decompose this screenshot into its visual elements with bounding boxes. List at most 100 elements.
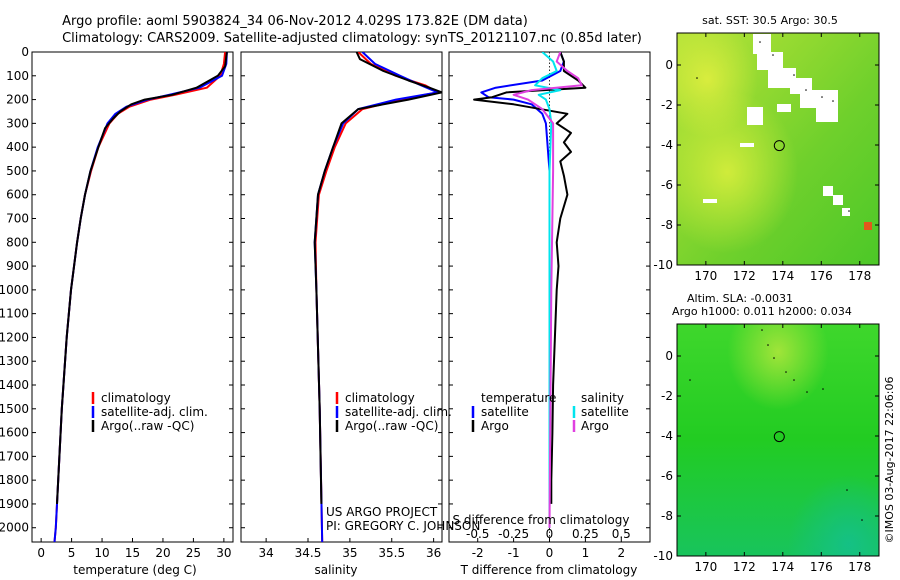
- legend-label-climatology: climatology: [101, 391, 171, 405]
- sla-lon-axis: 170 172 174 176 178: [694, 324, 871, 574]
- temperature-tick-label: 15: [125, 546, 140, 560]
- salinity-series-satellite: [313, 52, 439, 542]
- temperature-tick-label: 0: [37, 546, 45, 560]
- t-difference-axis-label: T difference from climatology: [460, 563, 638, 577]
- depth-tick-label: 1100: [0, 307, 29, 321]
- argo-float-marker: [773, 431, 785, 443]
- depth-tick-label: 1800: [0, 473, 29, 487]
- legend-label-satellite: satellite-adj. clim.: [101, 405, 208, 419]
- lat-tick-label: -2: [661, 389, 673, 403]
- lon-tick-label: 178: [848, 560, 871, 574]
- t-difference-tick-label: 0: [546, 546, 554, 560]
- s-difference-argo: [512, 52, 583, 528]
- lat-tick-label: -4: [661, 138, 673, 152]
- temperature-series-satellite: [53, 52, 228, 542]
- sla-map-title: Altim. SLA: -0.0031: [687, 292, 793, 305]
- temperature-panel: 0100200300400500600700800900100011001200…: [0, 45, 234, 577]
- salinity-tick-label: 36: [426, 546, 441, 560]
- temperature-tick-label: 10: [94, 546, 109, 560]
- sst-lon-axis: 170 172 174 176 178: [694, 33, 871, 283]
- legend-label-s-argo: Argo: [581, 419, 609, 433]
- figure-title-line1: Argo profile: aoml 5903824_34 06-Nov-201…: [62, 14, 528, 29]
- s-difference-tick-label: 0: [546, 527, 554, 541]
- depth-tick-label: 1400: [0, 378, 29, 392]
- t-difference-tick-label: 1: [582, 546, 590, 560]
- lon-tick-label: 172: [733, 269, 756, 283]
- sst-map-frame: [676, 32, 880, 266]
- salinity-axis: 34 34.5 35 35.5 36: [258, 538, 441, 560]
- difference-depth-ticks: [449, 51, 650, 529]
- depth-tick-label: 300: [6, 116, 29, 130]
- lon-tick-label: 174: [771, 560, 794, 574]
- sla-map-subtitle: Argo h1000: 0.011 h2000: 0.034: [672, 305, 852, 318]
- salinity-series-climatology: [314, 52, 439, 542]
- temperature-plot-frame: [31, 51, 234, 543]
- lon-tick-label: 178: [848, 269, 871, 283]
- difference-axes: -2 -1 0 1 2 -0.5 -0.25 0 0.25 0.5: [466, 527, 631, 560]
- temperature-tick-label: 30: [216, 546, 231, 560]
- sla-lat-axis: 0 -2 -4 -6 -8 -10: [653, 349, 879, 563]
- lat-tick-label: -6: [661, 469, 673, 483]
- t-difference-argo: [473, 52, 587, 504]
- lat-tick-label: -8: [661, 218, 673, 232]
- legend-label-argo: Argo(..raw -QC): [101, 419, 194, 433]
- sst-lat-axis: 0 -2 -4 -6 -8 -10: [653, 58, 879, 272]
- depth-tick-label: 700: [6, 212, 29, 226]
- legend-label-climatology: climatology: [345, 391, 415, 405]
- legend-label-argo: Argo(..raw -QC): [345, 419, 438, 433]
- temperature-tick-label: 5: [68, 546, 76, 560]
- legend-label-t-argo: Argo: [481, 419, 509, 433]
- salinity-tick-label: 35: [342, 546, 357, 560]
- depth-tick-label: 1700: [0, 449, 29, 463]
- t-difference-tick-label: -1: [508, 546, 520, 560]
- depth-tick-label: 1500: [0, 402, 29, 416]
- figure-title-line2: Climatology: CARS2009. Satellite-adjuste…: [62, 31, 642, 46]
- salinity-depth-ticks: [241, 51, 442, 529]
- temperature-series-climatology: [53, 52, 227, 542]
- imos-credit: ©IMOS 03-Aug-2017 22:06:06: [883, 377, 896, 544]
- salinity-legend: climatology satellite-adj. clim. Argo(..…: [335, 391, 452, 433]
- s-difference-tick-label: -0.25: [498, 527, 529, 541]
- depth-tick-label: 1300: [0, 354, 29, 368]
- s-difference-tick-label: 0.5: [612, 527, 631, 541]
- difference-panel: -2 -1 0 1 2 -0.5 -0.25 0 0.25 0.5 S difference fr…: [448, 51, 651, 577]
- depth-tick-label: 0: [21, 45, 29, 59]
- sst-hot-spot: [864, 222, 872, 230]
- s-difference-tick-label: 0.25: [572, 527, 599, 541]
- lat-tick-label: -4: [661, 429, 673, 443]
- temperature-axis: 0 5 10 15 20 25 30: [37, 538, 232, 560]
- lon-tick-label: 174: [771, 269, 794, 283]
- legend-title-salinity: salinity: [581, 391, 624, 405]
- depth-tick-label: 500: [6, 164, 29, 178]
- credit-pi: PI: GREGORY C. JOHNSON: [326, 519, 480, 533]
- sla-low-patch: [677, 324, 879, 556]
- lat-tick-label: 0: [665, 349, 673, 363]
- depth-tick-label: 1600: [0, 426, 29, 440]
- salinity-plot-frame: [240, 51, 443, 543]
- salinity-panel: 34 34.5 35 35.5 36 salinity climatology sate…: [240, 51, 480, 577]
- t-difference-tick-label: 2: [617, 546, 625, 560]
- salinity-series-argo: [313, 52, 442, 504]
- lon-tick-label: 172: [733, 560, 756, 574]
- s-difference-satellite: [534, 52, 562, 528]
- difference-legend: temperature salinity satellite Argo sate…: [471, 391, 629, 433]
- sst-map: sat. SST: 30.5 Argo: 30.5 170 172 1: [653, 14, 880, 283]
- depth-tick-label: 1900: [0, 497, 29, 511]
- credit-project: US ARGO PROJECT: [326, 505, 438, 519]
- lat-tick-label: -10: [653, 258, 673, 272]
- depth-tick-label: 200: [6, 93, 29, 107]
- temperature-tick-label: 25: [186, 546, 201, 560]
- lat-tick-label: -10: [653, 549, 673, 563]
- temperature-series-argo: [56, 52, 228, 504]
- coastline-dots: [696, 41, 850, 212]
- temperature-tick-label: 20: [155, 546, 170, 560]
- sla-map-frame: [676, 323, 880, 557]
- depth-tick-label: 1200: [0, 330, 29, 344]
- depth-tick-label: 100: [6, 69, 29, 83]
- lon-tick-label: 170: [694, 269, 717, 283]
- sst-map-title: sat. SST: 30.5 Argo: 30.5: [702, 14, 838, 27]
- temperature-legend: climatology satellite-adj. clim. Argo(..…: [91, 391, 208, 433]
- sla-map: Altim. SLA: -0.0031 Argo h1000: 0.011 h2…: [653, 292, 880, 574]
- depth-tick-label: 1000: [0, 283, 29, 297]
- lat-tick-label: -6: [661, 178, 673, 192]
